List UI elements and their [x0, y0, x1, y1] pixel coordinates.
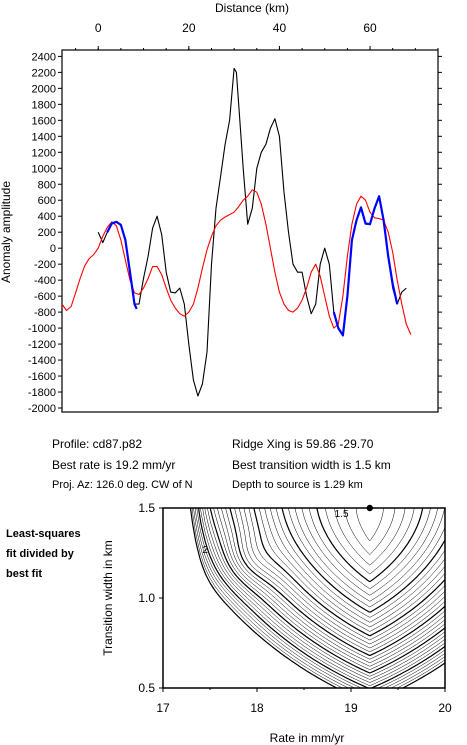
y-tick-label: -1000 — [28, 323, 56, 335]
y-tick-label: -400 — [34, 275, 56, 287]
y-tick-label: 0 — [50, 243, 56, 255]
depth-text: Depth to source is 1.29 km — [232, 479, 363, 491]
contour-description-line: best fit — [6, 568, 43, 580]
contour-line — [258, 507, 446, 632]
contour-label: 2 — [203, 545, 209, 556]
contour-line — [325, 507, 415, 575]
width-tick-label: 0.5 — [138, 681, 155, 695]
y-tick-label: -200 — [34, 259, 56, 271]
proj-az-text: Proj. Az: 126.0 deg. CW of N — [52, 479, 193, 491]
contour-line — [269, 507, 446, 623]
ridge-xing-text: Ridge Xing is 59.86 -29.70 — [232, 437, 374, 451]
contour-line — [275, 507, 446, 618]
x-tick-label: 0 — [95, 21, 102, 35]
transition-text: Best transition width is 1.5 km — [232, 458, 391, 472]
y-tick-label: -1600 — [28, 371, 56, 383]
contour-line — [301, 507, 438, 596]
y-tick-label: -1800 — [28, 387, 56, 399]
contour-line — [229, 507, 446, 657]
width-tick-label: 1.5 — [138, 501, 155, 515]
y-tick-label: 1000 — [32, 163, 56, 175]
y-tick-label: -800 — [34, 307, 56, 319]
y-tick-label: -1400 — [28, 355, 56, 367]
contour-line — [196, 507, 446, 689]
contour-line — [193, 507, 446, 689]
width-axis-label: Transition width in km — [101, 540, 115, 656]
contour-label: 1.5 — [335, 509, 349, 520]
contour-line — [194, 507, 446, 689]
series-line — [97, 67, 407, 397]
y-tick-label: 2400 — [32, 51, 56, 63]
contour-line — [221, 507, 446, 664]
contour-line — [209, 507, 446, 674]
contour-description: Least-squares fit divided by best fit — [6, 524, 81, 584]
profile-chart: 2400220020001800160014001200100080060040… — [0, 1, 442, 415]
y-tick-label: 1600 — [32, 115, 56, 127]
contour-line — [217, 507, 446, 667]
contour-line — [355, 507, 384, 542]
contour-line — [248, 507, 446, 641]
profile-frame — [61, 49, 439, 413]
rate-axis-label: Rate in mm/yr — [270, 731, 345, 745]
y-tick-label: 600 — [38, 195, 56, 207]
rate-tick-label: 19 — [344, 701, 358, 715]
x-tick-label: 20 — [182, 21, 196, 35]
contour-line — [204, 507, 446, 680]
contour-line — [234, 507, 446, 653]
y-tick-label: 800 — [38, 179, 56, 191]
best-rate-text: Best rate is 19.2 mm/yr — [52, 458, 176, 472]
y-tick-label: -600 — [34, 291, 56, 303]
series-line — [106, 195, 399, 337]
y-tick-label: -2000 — [28, 403, 56, 415]
contour-line — [200, 507, 446, 686]
contour-line — [344, 507, 396, 555]
contour-line — [334, 507, 406, 566]
contour-line — [191, 507, 446, 689]
y-tick-label: 1200 — [32, 147, 56, 159]
contour-line — [264, 507, 446, 628]
contour-line — [189, 507, 446, 689]
best-fit-marker — [366, 504, 373, 512]
contour-line — [308, 507, 431, 590]
rate-tick-label: 18 — [250, 701, 264, 715]
x-axis-label: Distance (km) — [215, 1, 289, 15]
x-tick-label: 40 — [273, 21, 287, 35]
y-tick-label: 1400 — [32, 131, 56, 143]
y-tick-label: 200 — [38, 227, 56, 239]
contour-line — [316, 507, 424, 583]
y-tick-label: 2000 — [32, 83, 56, 95]
contour-chart: 21.5 17 18 19 201.51.00.5 Rate in mm/yr Tra… — [101, 501, 452, 745]
series-line — [61, 189, 412, 335]
contour-line — [202, 507, 446, 683]
contour-line — [281, 507, 446, 613]
contour-line — [243, 507, 446, 645]
y-tick-label: 2200 — [32, 67, 56, 79]
contour-line — [253, 507, 446, 637]
profile-text: Profile: cd87.p82 — [52, 437, 143, 451]
contour-description-line: Least-squares — [6, 528, 81, 540]
rate-tick-label: 17 — [156, 701, 170, 715]
contour-line — [294, 507, 445, 602]
width-tick-label: 1.0 — [138, 591, 155, 605]
contour-lines: 21.5 — [189, 507, 446, 689]
contour-description-line: fit divided by — [6, 548, 74, 560]
contour-line — [213, 507, 446, 670]
contour-line — [288, 507, 446, 608]
contour-frame — [162, 507, 446, 689]
y-tick-label: -1200 — [28, 339, 56, 351]
contour-line — [207, 507, 446, 677]
contour-line — [198, 507, 446, 689]
contour-line — [238, 507, 446, 649]
x-tick-label: 60 — [363, 21, 377, 35]
y-tick-label: 1800 — [32, 99, 56, 111]
rate-tick-label: 20 — [438, 701, 452, 715]
y-axis-label: Anomaly amplitude — [0, 181, 13, 283]
contour-line — [225, 507, 446, 660]
y-tick-label: 400 — [38, 211, 56, 223]
